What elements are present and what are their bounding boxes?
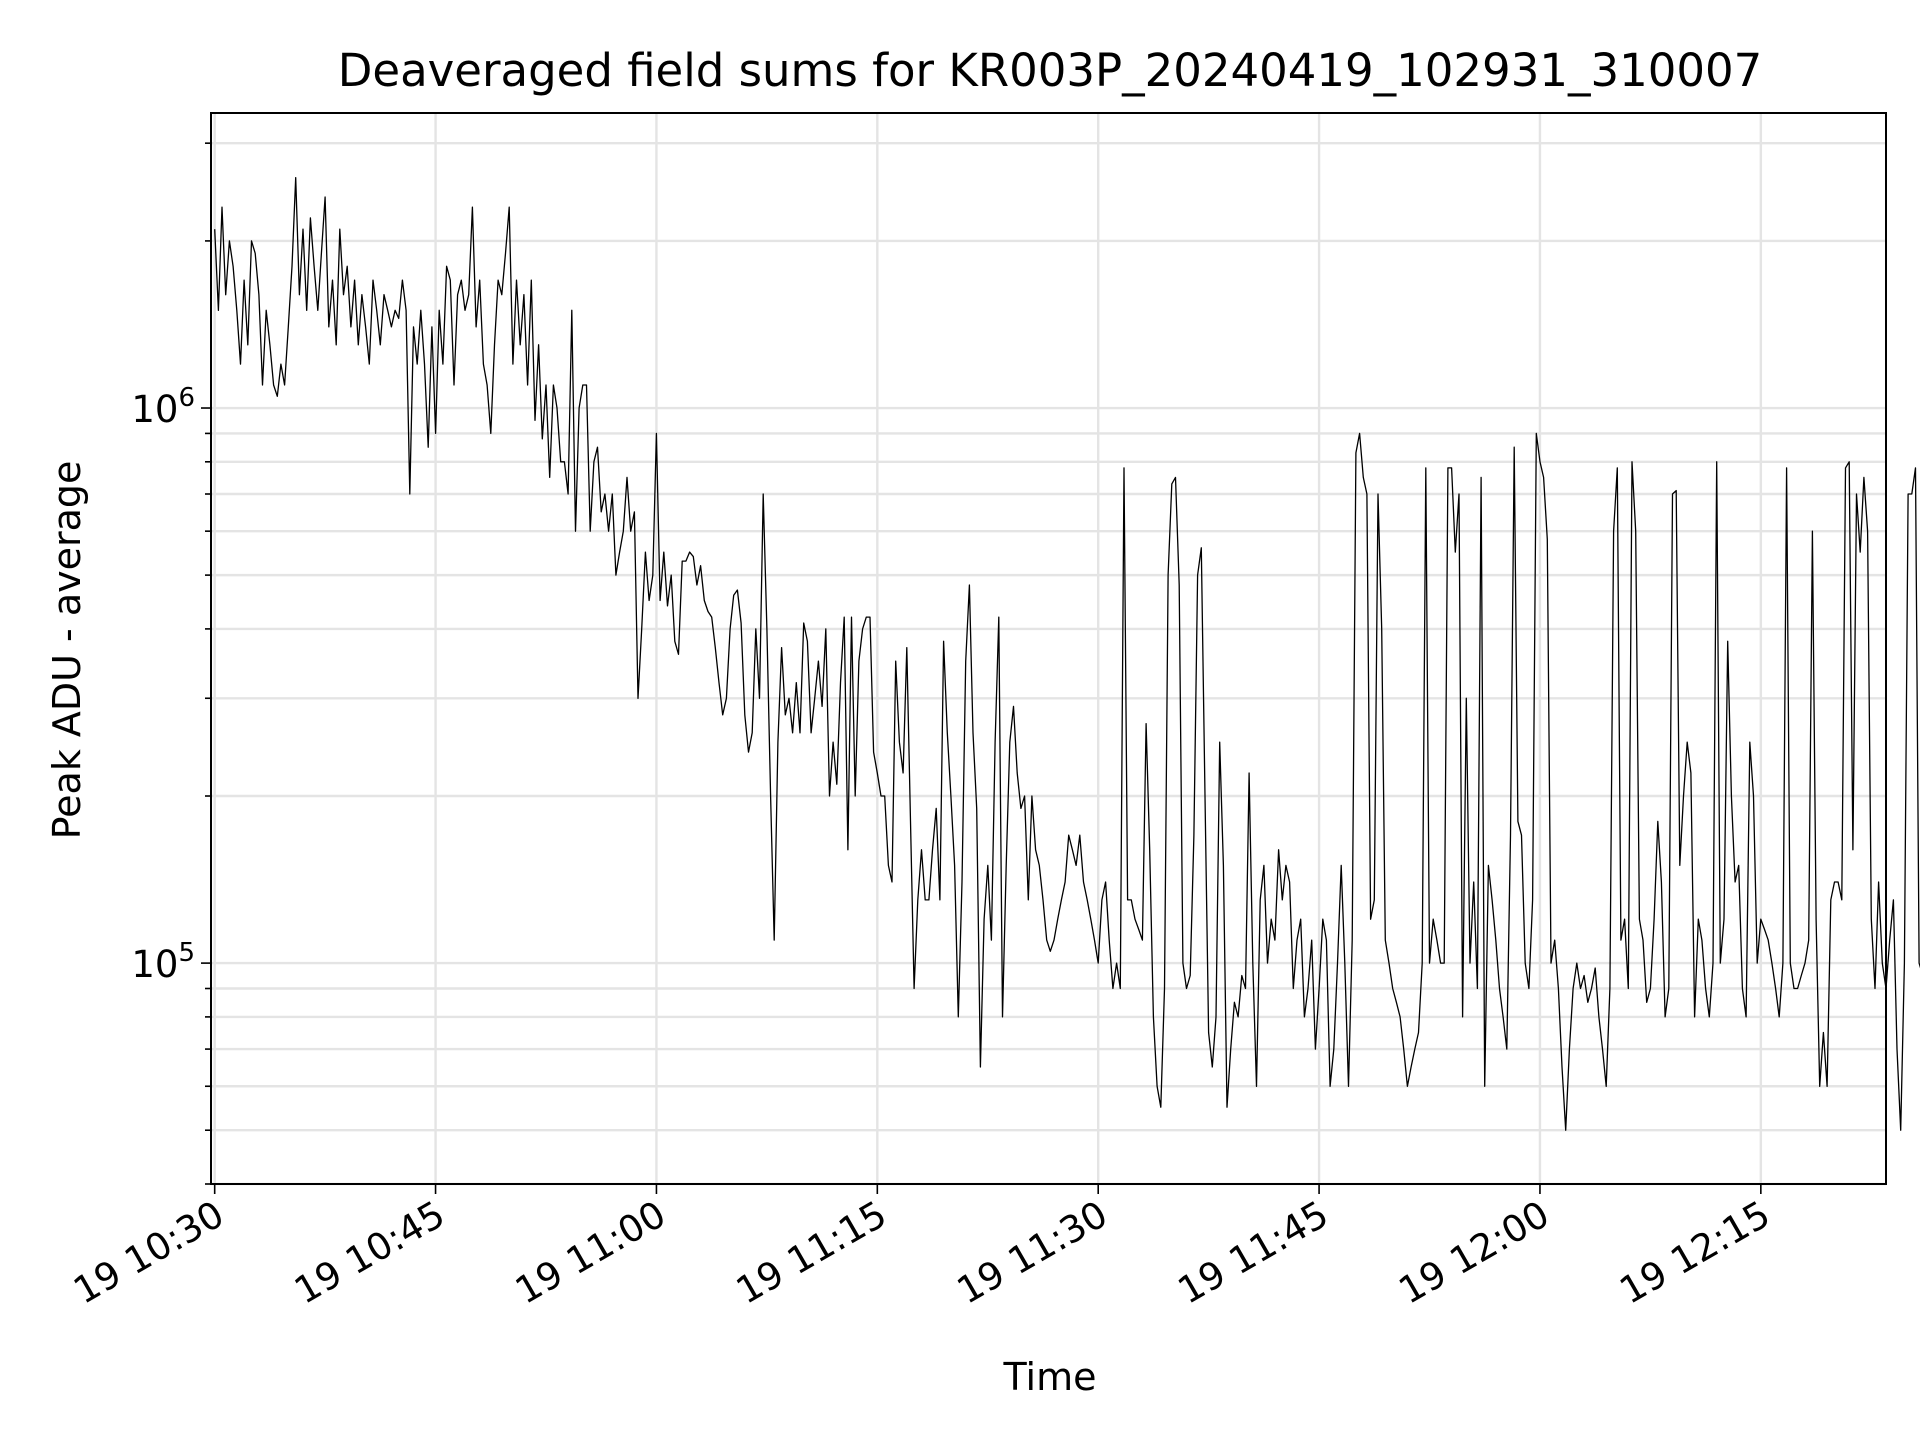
series-layer [214,177,1920,1131]
y-tick-label: 105 [131,938,195,986]
x-axis-label: Time [1003,1355,1097,1399]
chart-title: Deaveraged field sums for KR003P_2024041… [338,44,1762,97]
y-axis-label: Peak ADU - average [45,461,89,840]
plot-frame [210,112,1887,1185]
grid [211,113,1886,1186]
series-line-0 [214,177,1920,1131]
y-tick-label: 106 [131,383,195,431]
